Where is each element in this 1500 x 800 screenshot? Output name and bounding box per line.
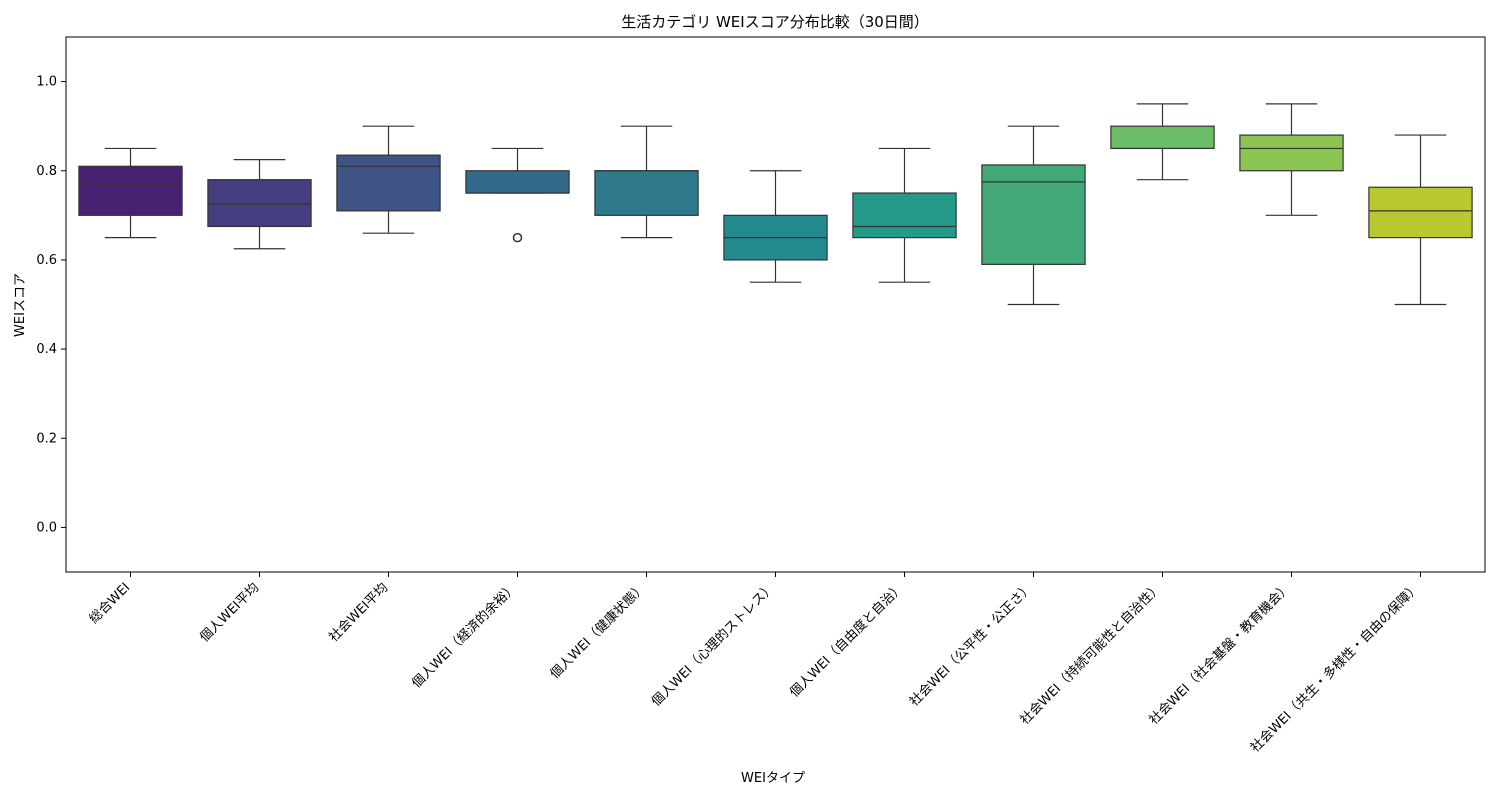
box-group — [595, 126, 698, 237]
box-group — [208, 160, 311, 249]
box-group — [466, 148, 569, 241]
x-tick-label: 個人WEI（経済的余裕） — [409, 580, 521, 692]
plot-area — [79, 104, 1472, 305]
box — [1369, 187, 1472, 237]
box-group — [982, 126, 1085, 304]
box-group — [1111, 104, 1214, 180]
y-tick-label: 0.8 — [36, 164, 57, 179]
x-tick-label: 個人WEI（心理的ストレス） — [648, 580, 778, 710]
y-axis-label: WEIスコア — [13, 273, 28, 337]
box — [337, 155, 440, 211]
y-axis: 0.0 0.2 0.4 0.6 0.8 1.0 — [36, 75, 66, 536]
x-tick-label: 社会WEI（社会基盤・教育機会） — [1146, 580, 1294, 728]
x-tick-label: 社会WEI（公平性・公正さ） — [906, 580, 1036, 710]
box-group — [79, 148, 182, 237]
x-tick-label: 社会WEI（持続可能性と自治性） — [1017, 580, 1165, 728]
y-tick-label: 0.4 — [36, 342, 57, 357]
y-tick-label: 0.2 — [36, 431, 57, 446]
x-tick-label: 個人WEI（自由度と自治） — [786, 580, 907, 701]
y-tick-label: 1.0 — [36, 75, 57, 90]
box-group — [337, 126, 440, 233]
box-group — [724, 171, 827, 282]
box — [466, 171, 569, 193]
box — [982, 165, 1085, 264]
outlier-point — [514, 234, 522, 242]
x-tick-label: 個人WEI平均 — [197, 580, 262, 645]
box — [853, 193, 956, 238]
x-axis: 総合WEI 個人WEI平均 社会WEI平均 個人WEI（経済的余裕） 個人WEI（健康状… — [87, 572, 1424, 756]
box — [595, 171, 698, 216]
y-tick-label: 0.6 — [36, 253, 57, 268]
box — [1111, 126, 1214, 148]
box — [208, 180, 311, 227]
box — [79, 166, 182, 215]
box-group — [1240, 104, 1343, 215]
x-tick-label: 個人WEI（健康状態） — [547, 580, 649, 682]
y-tick-label: 0.0 — [36, 520, 57, 535]
x-tick-label: 総合WEI — [87, 580, 134, 627]
chart-title: 生活カテゴリ WEIスコア分布比較（30日間） — [621, 13, 929, 31]
plot-frame — [66, 37, 1485, 572]
box-group — [1369, 135, 1472, 304]
x-axis-label: WEIタイプ — [741, 771, 805, 786]
box-group — [853, 148, 956, 282]
x-tick-label: 社会WEI平均 — [326, 580, 392, 646]
box — [1240, 135, 1343, 171]
